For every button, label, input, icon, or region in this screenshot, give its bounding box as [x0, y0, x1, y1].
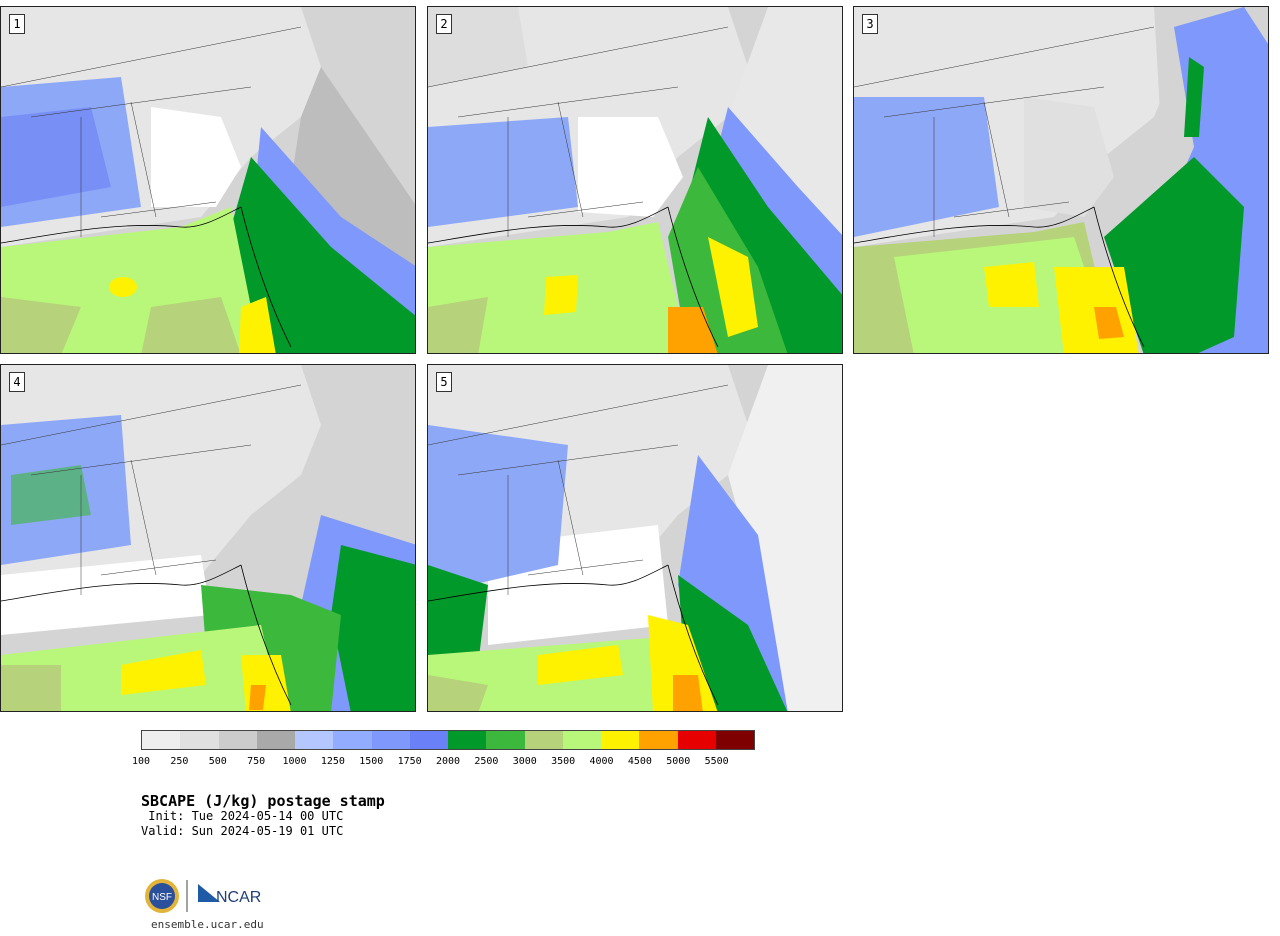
colorbar-swatch — [295, 731, 334, 749]
colorbar-tick-label: 5500 — [704, 756, 729, 767]
colorbar-tick-label: 1500 — [359, 756, 384, 767]
colorbar-swatch — [715, 731, 754, 749]
svg-text:NSF: NSF — [152, 892, 172, 903]
colorbar-tick-label: 2500 — [474, 756, 499, 767]
map-panel-3: 3 — [853, 6, 1269, 354]
colorbar-swatch — [409, 731, 448, 749]
sbcape-map-2 — [428, 7, 842, 353]
website-url: ensemble.ucar.edu — [151, 918, 264, 931]
sbcape-map-1 — [1, 7, 415, 353]
colorbar-swatch — [448, 731, 487, 749]
sbcape-map-5 — [428, 365, 842, 711]
map-panel-4: 4 — [0, 364, 416, 712]
sbcape-map-4 — [1, 365, 415, 711]
panel-label: 2 — [436, 14, 452, 34]
panel-label: 3 — [862, 14, 878, 34]
colorbar-swatch — [180, 731, 219, 749]
logos: NSF NCAR — [144, 878, 274, 916]
nsf-ncar-logo: NSF NCAR — [145, 879, 261, 913]
panel-label: 1 — [9, 14, 25, 34]
colorbar-tick-label: 4500 — [627, 756, 652, 767]
colorbar-swatch — [371, 731, 410, 749]
svg-text:NCAR: NCAR — [216, 889, 261, 906]
colorbar-tick-label: 750 — [247, 756, 266, 767]
colorbar-tick-label: 3000 — [512, 756, 537, 767]
colorbar-swatch — [256, 731, 295, 749]
map-panel-1: 1 — [0, 6, 416, 354]
colorbar-swatch — [333, 731, 372, 749]
colorbar-swatch — [601, 731, 640, 749]
sbcape-map-3 — [854, 7, 1268, 353]
colorbar-tick-label: 2000 — [435, 756, 461, 767]
init-time: Init: Tue 2024-05-14 00 UTC — [141, 809, 344, 823]
panel-label: 4 — [9, 372, 25, 392]
colorbar-swatch — [562, 731, 601, 749]
colorbar-tick-label: 500 — [208, 756, 227, 767]
plot-title: SBCAPE (J/kg) postage stamp — [141, 792, 385, 810]
colorbar-swatch — [142, 731, 181, 749]
colorbar-tick-label: 250 — [170, 756, 189, 767]
colorbar-swatch — [639, 731, 678, 749]
colorbar-tick-label: 4000 — [589, 756, 614, 767]
colorbar-swatch — [218, 731, 257, 749]
colorbar-tick-label: 1750 — [397, 756, 422, 767]
panel-label: 5 — [436, 372, 452, 392]
colorbar-tick-label: 5000 — [666, 756, 691, 767]
map-panel-5: 5 — [427, 364, 843, 712]
valid-time: Valid: Sun 2024-05-19 01 UTC — [141, 824, 344, 838]
colorbar — [141, 730, 755, 750]
colorbar-swatch — [677, 731, 716, 749]
colorbar-tick-label: 1250 — [320, 756, 345, 767]
colorbar-swatch — [524, 731, 563, 749]
colorbar-tick-label: 3500 — [551, 756, 576, 767]
colorbar-swatch — [486, 731, 525, 749]
colorbar-tick-label: 1000 — [282, 756, 307, 767]
map-panel-2: 2 — [427, 6, 843, 354]
colorbar-ticks: 100 250 500 750 1000 1250 1500 1750 2000 2500 3000… — [132, 756, 755, 770]
colorbar-tick-label: 100 — [131, 756, 151, 767]
